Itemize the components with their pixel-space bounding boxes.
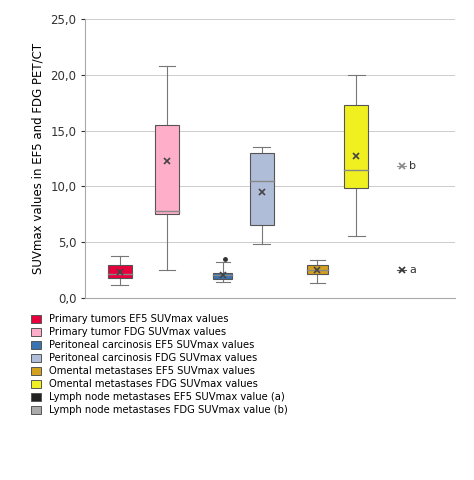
- Bar: [344, 105, 368, 189]
- Text: b: b: [410, 161, 417, 171]
- Bar: [213, 273, 232, 279]
- Bar: [108, 265, 132, 277]
- Bar: [155, 125, 179, 214]
- Bar: [307, 265, 328, 274]
- Text: a: a: [410, 265, 416, 275]
- Y-axis label: SUVmax values in EF5 and FDG PET/CT: SUVmax values in EF5 and FDG PET/CT: [32, 43, 45, 274]
- Legend: Primary tumors EF5 SUVmax values, Primary tumor FDG SUVmax values, Peritoneal ca: Primary tumors EF5 SUVmax values, Primar…: [29, 312, 290, 417]
- Bar: [249, 153, 273, 225]
